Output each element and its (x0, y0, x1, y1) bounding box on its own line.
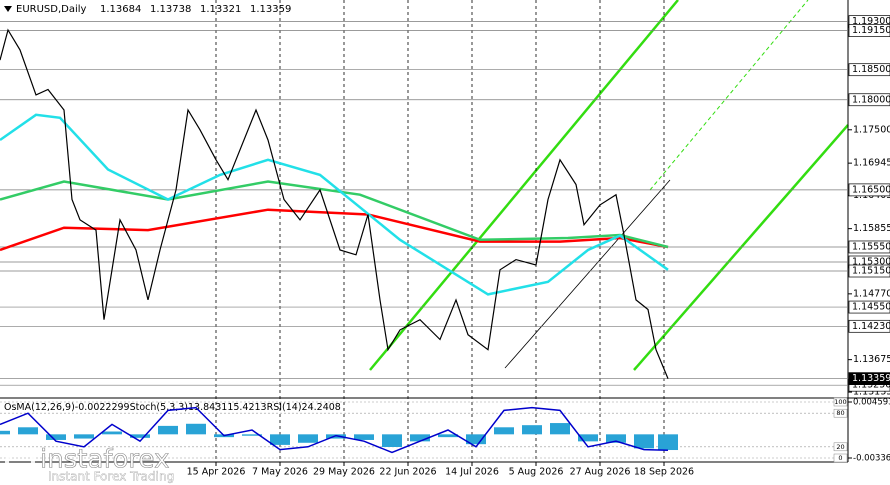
level-box (848, 300, 890, 314)
channel-line (369, 0, 679, 371)
moving-average (0, 113, 669, 296)
trend-channels (369, 0, 849, 371)
level-label: 1.15550 (852, 241, 890, 252)
moving-average (0, 180, 669, 249)
level-label: 1.13250 (852, 380, 890, 391)
indicator-reading: 13.8431 (188, 402, 227, 413)
osma-bar (270, 434, 290, 445)
level-box (848, 183, 890, 197)
level-box (848, 24, 890, 37)
osma-bar (410, 434, 430, 442)
y-tick-label: 1.17500 (853, 124, 890, 135)
indicator-reading: Stoch(5,3,3) (130, 402, 188, 413)
channel-line (504, 179, 671, 369)
osma-bar (494, 427, 514, 435)
level-box (848, 264, 890, 278)
symbol: EURUSD,Daily (16, 4, 87, 15)
channel-line (649, 0, 809, 191)
osma-bar (242, 434, 262, 436)
indicator-reading: -0.0022299 (75, 402, 130, 413)
indicator-reading: 15.4213 (227, 402, 266, 413)
level-box (848, 93, 890, 107)
level-box (848, 319, 890, 333)
osma-bar (46, 434, 66, 440)
indicator-reading: 24.2408 (302, 402, 341, 413)
logo-name: instaforex (40, 445, 169, 475)
level-label: 1.16500 (852, 184, 890, 195)
osma-bar (606, 434, 626, 443)
osma-bar (522, 425, 542, 435)
ohlc-value: 1.13738 (150, 4, 191, 15)
indicator-header: OsMA(12,26,9)-0.0022299Stoch(5,3,3)13.84… (4, 402, 341, 413)
osma-bar (102, 431, 122, 435)
osma-bar (0, 430, 10, 435)
y-tick-label: 1.15855 (853, 223, 890, 234)
osma-bar (298, 434, 318, 443)
level-box (833, 408, 848, 418)
y-tick-label: 1.13675 (853, 354, 890, 365)
x-tick-label: 22 Jun 2026 (379, 467, 436, 478)
osma-bar (158, 425, 178, 435)
osma-bar (74, 434, 94, 439)
osma-bar (130, 434, 150, 438)
logo-tagline: Instant Forex Trading (48, 470, 174, 484)
osma-bar (354, 434, 374, 440)
osma-bar (186, 423, 206, 435)
indicator-reading: RSI(14) (267, 402, 302, 413)
osma-bar (466, 434, 486, 445)
logo-icon (5, 447, 35, 477)
menu-triangle (4, 6, 12, 12)
level-label: 1.15150 (852, 266, 890, 277)
x-tick-label: 27 Aug 2026 (570, 467, 631, 478)
ohlc-value: 1.13321 (200, 4, 241, 15)
y2-tick-label: 0 (838, 454, 842, 462)
level-label: 1.14230 (852, 321, 890, 332)
price-line (0, 28, 669, 379)
y-tick-label: 1.14770 (853, 288, 890, 299)
osma-bar (550, 423, 570, 435)
ohlc-value: 1.13684 (100, 4, 141, 15)
x-tick-label: 29 May 2026 (313, 467, 375, 478)
x-tick-label: 18 Sep 2026 (634, 467, 694, 478)
level-label: 1.18000 (852, 94, 890, 105)
x-tick-label: 7 May 2026 (252, 467, 308, 478)
indicator-reading: OsMA(12,26,9) (4, 402, 75, 413)
level-box (833, 453, 848, 463)
osma-bar (438, 434, 458, 438)
osma-bar (658, 434, 678, 451)
level-box (848, 63, 890, 77)
x-tick-label: 5 Aug 2026 (509, 467, 564, 478)
osma-bar (578, 434, 598, 442)
level-box (833, 442, 848, 452)
y-tick-label: 0.004593 (853, 398, 890, 408)
level-label: 1.15300 (852, 256, 890, 267)
y-tick-label: 1.13135 (853, 387, 890, 398)
ohlc-value: 1.13359 (250, 4, 291, 15)
osma-bar (326, 434, 346, 439)
y2-tick-label: 80 (836, 409, 844, 417)
osma-bar (634, 434, 654, 449)
y2-tick-label: 20 (836, 443, 844, 451)
level-label: 1.18500 (852, 64, 890, 75)
y-tick-label: 1.16945 (853, 158, 890, 169)
level-box (833, 397, 848, 407)
y-tick-label: -0.003363 (853, 454, 890, 464)
osma-bar (18, 427, 38, 435)
level-box (848, 240, 890, 254)
logo: instaforex Instant Forex Trading (5, 444, 174, 484)
osma-bar (382, 434, 402, 447)
x-tick-label: 15 Apr 2026 (187, 467, 246, 478)
x-tick-label: 14 Jul 2026 (445, 467, 499, 478)
level-label: 1.14550 (852, 302, 890, 313)
level-label: 1.19150 (852, 25, 890, 36)
level-box (848, 372, 890, 385)
channel-line (633, 124, 849, 371)
y2-tick-label: 100 (834, 398, 846, 406)
level-label: 1.13359 (852, 373, 890, 384)
level-label: 1.19300 (852, 16, 890, 27)
stoch-line (0, 406, 669, 454)
